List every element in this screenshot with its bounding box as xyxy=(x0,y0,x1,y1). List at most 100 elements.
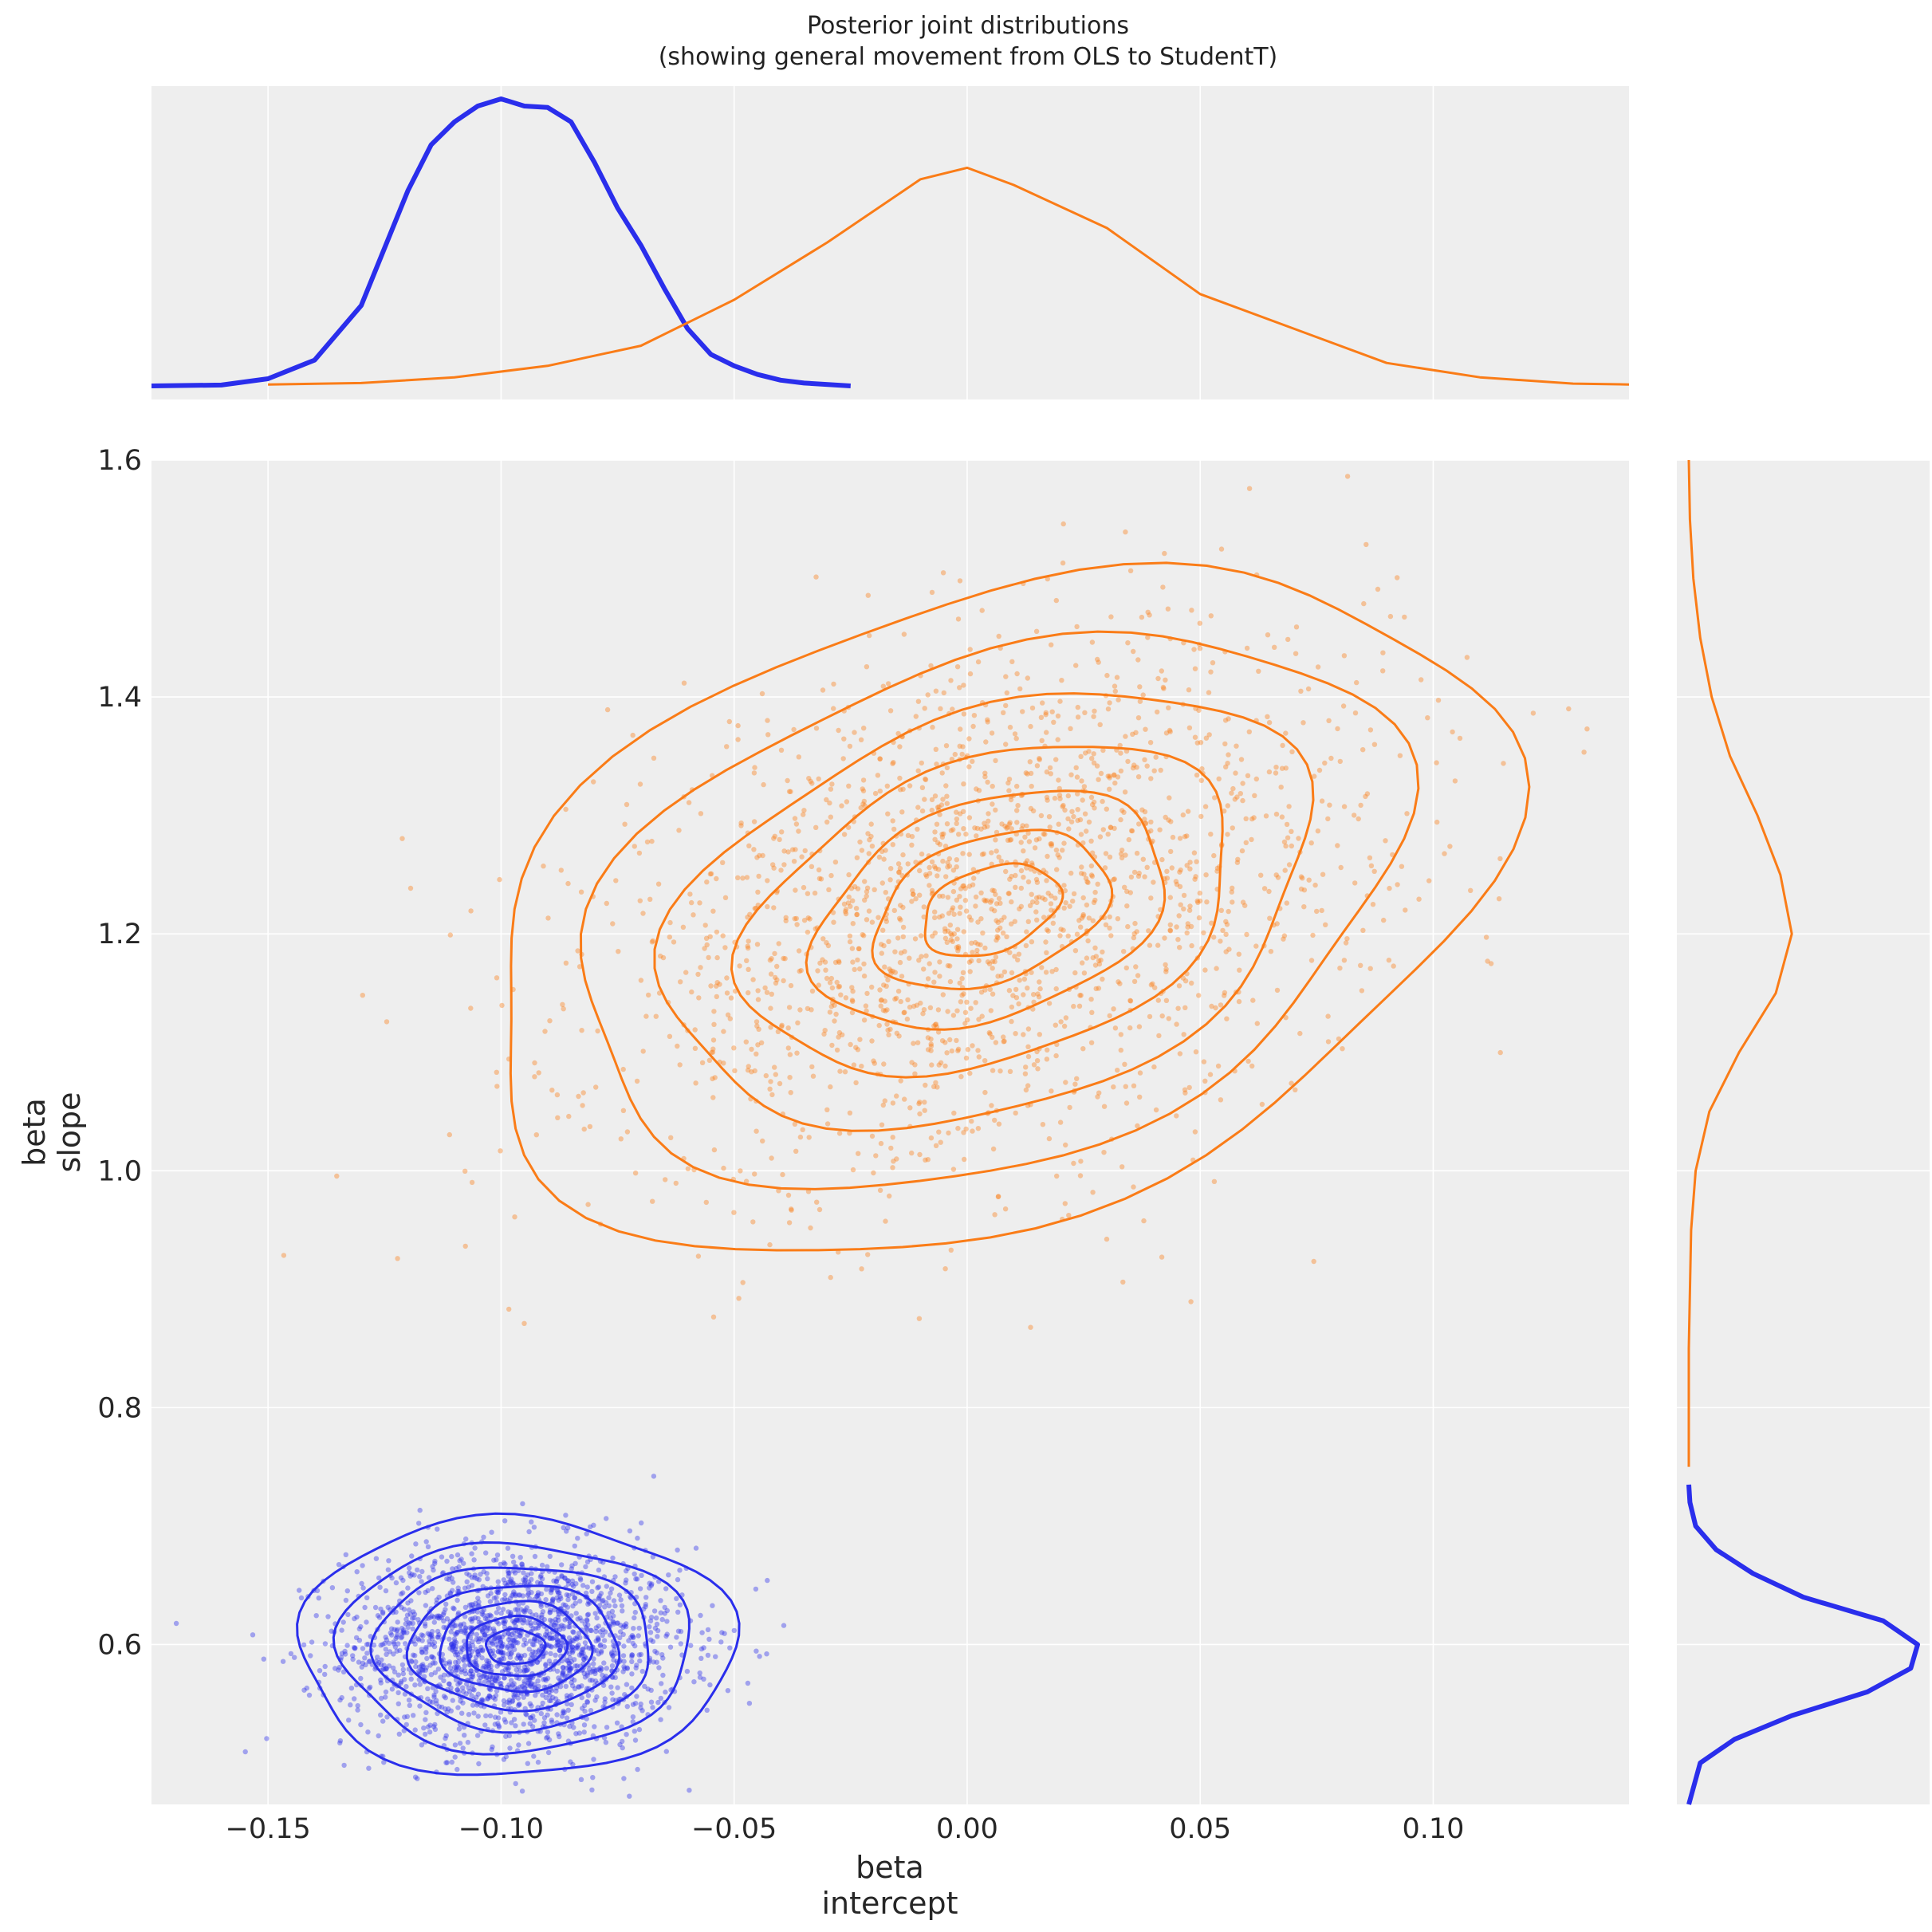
ols-sample-point xyxy=(381,1662,387,1668)
studentt-sample-point xyxy=(895,861,902,867)
studentt-sample-point xyxy=(872,790,879,797)
studentt-sample-point xyxy=(768,971,774,977)
ols-sample-point xyxy=(494,1638,500,1644)
studentt-sample-point xyxy=(982,945,988,951)
studentt-sample-point xyxy=(901,632,907,637)
studentt-sample-point xyxy=(708,871,714,877)
studentt-sample-point xyxy=(966,736,972,742)
ols-sample-point xyxy=(425,1588,431,1594)
ols-sample-point xyxy=(429,1628,435,1635)
ols-sample-point xyxy=(510,1630,517,1635)
studentt-sample-point xyxy=(973,1000,978,1005)
ols-sample-point xyxy=(632,1737,639,1743)
ols-sample-point xyxy=(411,1713,416,1718)
ols-sample-point xyxy=(587,1678,593,1683)
studentt-sample-point xyxy=(1153,1107,1159,1113)
studentt-sample-point xyxy=(555,1115,561,1121)
studentt-sample-point xyxy=(1045,853,1050,860)
ols-sample-point xyxy=(512,1685,518,1690)
ols-sample-point xyxy=(551,1635,557,1641)
studentt-sample-point xyxy=(1001,1039,1006,1045)
studentt-sample-point xyxy=(1280,742,1285,749)
ols-sample-point xyxy=(419,1667,426,1673)
studentt-sample-point xyxy=(1104,672,1110,679)
ols-sample-point xyxy=(486,1679,492,1686)
studentt-sample-point xyxy=(948,931,954,937)
studentt-sample-point xyxy=(1107,1013,1112,1019)
studentt-sample-point xyxy=(864,893,869,899)
studentt-sample-point xyxy=(850,1167,856,1173)
studentt-sample-point xyxy=(957,578,963,584)
studentt-sample-point xyxy=(993,837,998,843)
ols-sample-point xyxy=(502,1518,508,1524)
studentt-sample-point xyxy=(882,998,888,1004)
studentt-sample-point xyxy=(1073,663,1079,668)
ols-sample-point xyxy=(581,1656,587,1662)
ols-sample-point xyxy=(674,1635,679,1640)
ols-sample-point xyxy=(431,1655,437,1661)
studentt-sample-point xyxy=(1055,852,1060,858)
studentt-sample-point xyxy=(1049,969,1055,974)
studentt-sample-point xyxy=(1182,1087,1188,1092)
studentt-sample-point xyxy=(799,854,805,860)
studentt-sample-point xyxy=(1383,838,1388,844)
ols-sample-point xyxy=(565,1658,571,1663)
studentt-sample-point xyxy=(1081,970,1088,976)
ols-sample-point xyxy=(410,1626,415,1632)
studentt-sample-point xyxy=(960,744,966,750)
ols-sample-point xyxy=(659,1616,665,1623)
studentt-sample-point xyxy=(933,865,938,872)
studentt-sample-point xyxy=(1089,756,1095,761)
studentt-sample-point xyxy=(970,758,975,765)
studentt-sample-point xyxy=(849,946,856,951)
studentt-sample-point xyxy=(1131,1184,1136,1190)
studentt-sample-point xyxy=(1005,824,1010,830)
ols-sample-point xyxy=(551,1578,557,1584)
ols-sample-point xyxy=(519,1562,525,1568)
studentt-sample-point xyxy=(1073,765,1079,770)
ols-sample-point xyxy=(496,1635,502,1640)
ols-sample-point xyxy=(413,1659,419,1665)
ols-sample-point xyxy=(576,1684,581,1690)
ols-sample-point xyxy=(592,1611,598,1616)
ols-sample-point xyxy=(553,1620,559,1626)
studentt-sample-point xyxy=(996,895,1002,902)
ols-sample-point xyxy=(502,1596,508,1602)
studentt-sample-point xyxy=(1386,958,1392,963)
studentt-sample-point xyxy=(945,962,951,969)
ols-sample-point xyxy=(432,1558,438,1564)
studentt-sample-point xyxy=(828,872,834,879)
studentt-sample-point xyxy=(1340,1046,1345,1052)
ols-sample-point xyxy=(535,1592,541,1598)
ols-sample-point xyxy=(536,1623,542,1629)
studentt-sample-point xyxy=(1012,731,1018,737)
studentt-sample-point xyxy=(1147,942,1153,948)
studentt-sample-point xyxy=(952,751,958,757)
studentt-sample-point xyxy=(604,706,611,713)
ols-sample-point xyxy=(510,1637,516,1643)
studentt-sample-point xyxy=(982,1089,988,1096)
studentt-sample-point xyxy=(1281,936,1286,942)
ols-sample-point xyxy=(621,1664,627,1670)
studentt-sample-point xyxy=(554,1092,561,1098)
ols-sample-point xyxy=(491,1653,497,1659)
studentt-sample-point xyxy=(720,860,726,866)
studentt-sample-point xyxy=(907,1004,913,1010)
studentt-sample-point xyxy=(561,1006,566,1012)
studentt-sample-point xyxy=(1375,586,1381,592)
studentt-sample-point xyxy=(871,1058,876,1064)
ols-sample-point xyxy=(510,1682,515,1688)
studentt-sample-point xyxy=(955,616,962,622)
ols-sample-point xyxy=(583,1625,589,1631)
ols-density-contour xyxy=(369,1566,650,1734)
studentt-sample-point xyxy=(845,900,852,906)
studentt-sample-point xyxy=(1134,850,1140,856)
ols-sample-point xyxy=(462,1585,468,1591)
studentt-sample-point xyxy=(1065,816,1071,822)
ols-sample-point xyxy=(529,1576,534,1583)
ols-sample-point xyxy=(604,1584,609,1589)
ols-sample-point xyxy=(447,1659,453,1665)
ols-sample-point xyxy=(481,1624,487,1630)
studentt-sample-point xyxy=(1117,981,1123,986)
ols-sample-point xyxy=(610,1697,616,1702)
